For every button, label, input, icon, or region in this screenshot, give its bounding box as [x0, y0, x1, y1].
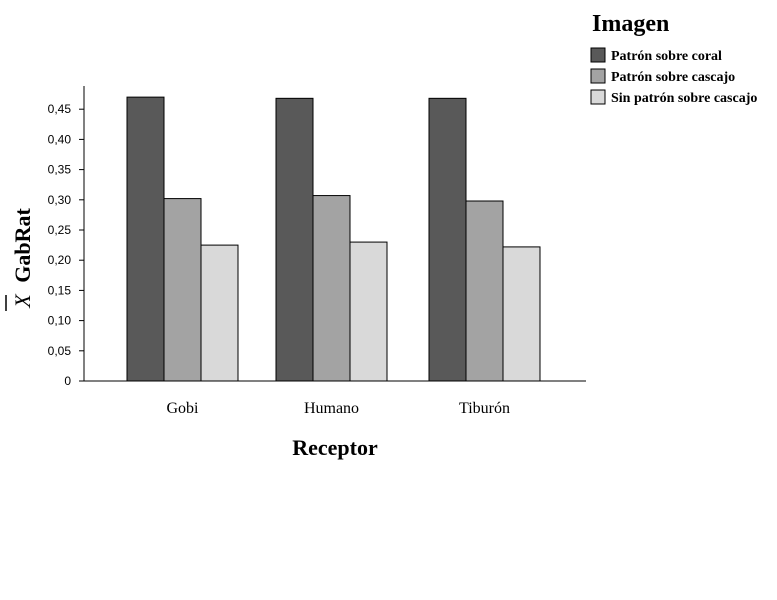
legend-title: Imagen: [592, 11, 669, 37]
legend-label: Sin patrón sobre cascajo: [611, 91, 757, 106]
x-axis-title: Receptor: [292, 435, 378, 460]
y-tick-label: 0,15: [48, 283, 72, 297]
y-axis-ticks: 0 0,05 0,10 0,15 0,20 0,25 0,30 0,35 0,40 0,45: [48, 102, 84, 388]
y-tick-label: 0,10: [48, 314, 72, 328]
bar-gobi-series-3: [200, 244, 239, 382]
legend-label: Patrón sobre coral: [611, 49, 722, 64]
bar-gobi-series-2: [163, 198, 202, 382]
y-tick-label: 0,20: [48, 253, 72, 267]
bar-humano-series-1: [275, 97, 314, 382]
legend: Imagen Patrón sobre coral Patrón sobre ca…: [590, 11, 757, 106]
y-tick-label: 0,35: [48, 163, 72, 177]
bar-humano-series-2: [312, 195, 351, 382]
x-category-label: Humano: [304, 400, 359, 417]
legend-label: Patrón sobre cascajo: [611, 70, 735, 85]
x-category-label: Tiburón: [459, 400, 510, 417]
bar-tibur-n-series-1: [428, 97, 467, 382]
y-tick-label: 0,40: [48, 132, 72, 146]
legend-swatch: [590, 47, 606, 63]
y-axis-title-symbol: X: [10, 293, 35, 309]
y-tick-label: 0,25: [48, 223, 72, 237]
legend-swatch: [590, 89, 606, 105]
y-tick-label: 0: [64, 374, 71, 388]
svg-text:X GabRat: X GabRat: [10, 208, 35, 309]
x-category-label: Gobi: [167, 400, 200, 417]
y-axis-title: X GabRat: [5, 208, 35, 311]
bar-gobi-series-1: [126, 96, 165, 382]
y-tick-label: 0,05: [48, 344, 72, 358]
bar-tibur-n-series-3: [502, 246, 541, 382]
y-tick-label: 0,30: [48, 193, 72, 207]
x-axis-category-labels: Gobi Humano Tiburón: [167, 400, 510, 417]
bar-tibur-n-series-2: [465, 200, 504, 382]
bars-group: [126, 96, 541, 382]
bar-humano-series-3: [349, 241, 388, 382]
y-axis-title-text: GabRat: [10, 208, 35, 283]
legend-swatch: [590, 68, 606, 84]
y-tick-label: 0,45: [48, 102, 72, 116]
